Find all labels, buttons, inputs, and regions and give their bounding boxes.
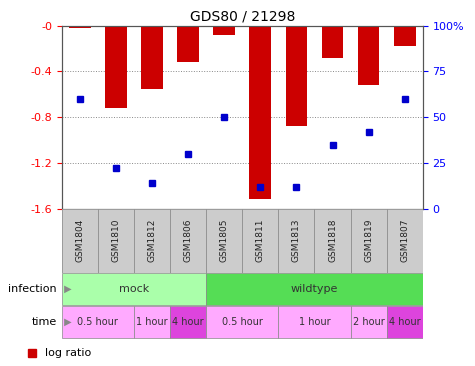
Text: wildtype: wildtype xyxy=(291,284,338,294)
Title: GDS80 / 21298: GDS80 / 21298 xyxy=(190,9,295,23)
Bar xyxy=(394,26,416,46)
Bar xyxy=(213,26,235,35)
Text: 1 hour: 1 hour xyxy=(136,317,168,327)
Bar xyxy=(285,26,307,126)
Text: GSM1819: GSM1819 xyxy=(364,218,373,262)
Text: GSM1813: GSM1813 xyxy=(292,218,301,262)
Text: 2 hour: 2 hour xyxy=(353,317,384,327)
Text: GSM1812: GSM1812 xyxy=(148,218,156,262)
Bar xyxy=(249,26,271,199)
Bar xyxy=(177,26,199,62)
Bar xyxy=(134,306,170,338)
Bar xyxy=(62,209,98,273)
Bar xyxy=(62,306,134,338)
Bar xyxy=(206,306,278,338)
Text: GSM1818: GSM1818 xyxy=(328,218,337,262)
Text: GSM1805: GSM1805 xyxy=(220,218,228,262)
Text: 4 hour: 4 hour xyxy=(389,317,420,327)
Bar xyxy=(322,26,343,57)
Bar xyxy=(141,26,163,89)
Bar xyxy=(351,209,387,273)
Text: time: time xyxy=(32,317,57,327)
Bar xyxy=(387,306,423,338)
Bar xyxy=(206,209,242,273)
Text: 0.5 hour: 0.5 hour xyxy=(222,317,263,327)
Text: 4 hour: 4 hour xyxy=(172,317,204,327)
Bar xyxy=(98,209,134,273)
Text: mock: mock xyxy=(119,284,149,294)
Bar xyxy=(387,209,423,273)
Bar xyxy=(206,273,423,305)
Text: GSM1811: GSM1811 xyxy=(256,218,265,262)
Bar xyxy=(105,26,127,108)
Bar xyxy=(134,209,170,273)
Text: GSM1807: GSM1807 xyxy=(400,218,409,262)
Bar xyxy=(351,306,387,338)
Bar xyxy=(62,209,423,273)
Text: GSM1806: GSM1806 xyxy=(184,218,192,262)
Text: ▶: ▶ xyxy=(61,317,72,327)
Bar xyxy=(278,209,314,273)
Text: 1 hour: 1 hour xyxy=(299,317,330,327)
Bar xyxy=(242,209,278,273)
Text: infection: infection xyxy=(9,284,57,294)
Text: ▶: ▶ xyxy=(61,284,72,294)
Bar xyxy=(314,209,351,273)
Bar xyxy=(69,26,91,28)
Bar xyxy=(358,26,380,85)
Text: GSM1810: GSM1810 xyxy=(112,218,120,262)
Bar xyxy=(170,209,206,273)
Text: log ratio: log ratio xyxy=(45,348,92,358)
Text: 0.5 hour: 0.5 hour xyxy=(77,317,118,327)
Bar xyxy=(170,306,206,338)
Bar xyxy=(62,273,206,305)
Text: GSM1804: GSM1804 xyxy=(76,218,84,262)
Bar xyxy=(278,306,351,338)
